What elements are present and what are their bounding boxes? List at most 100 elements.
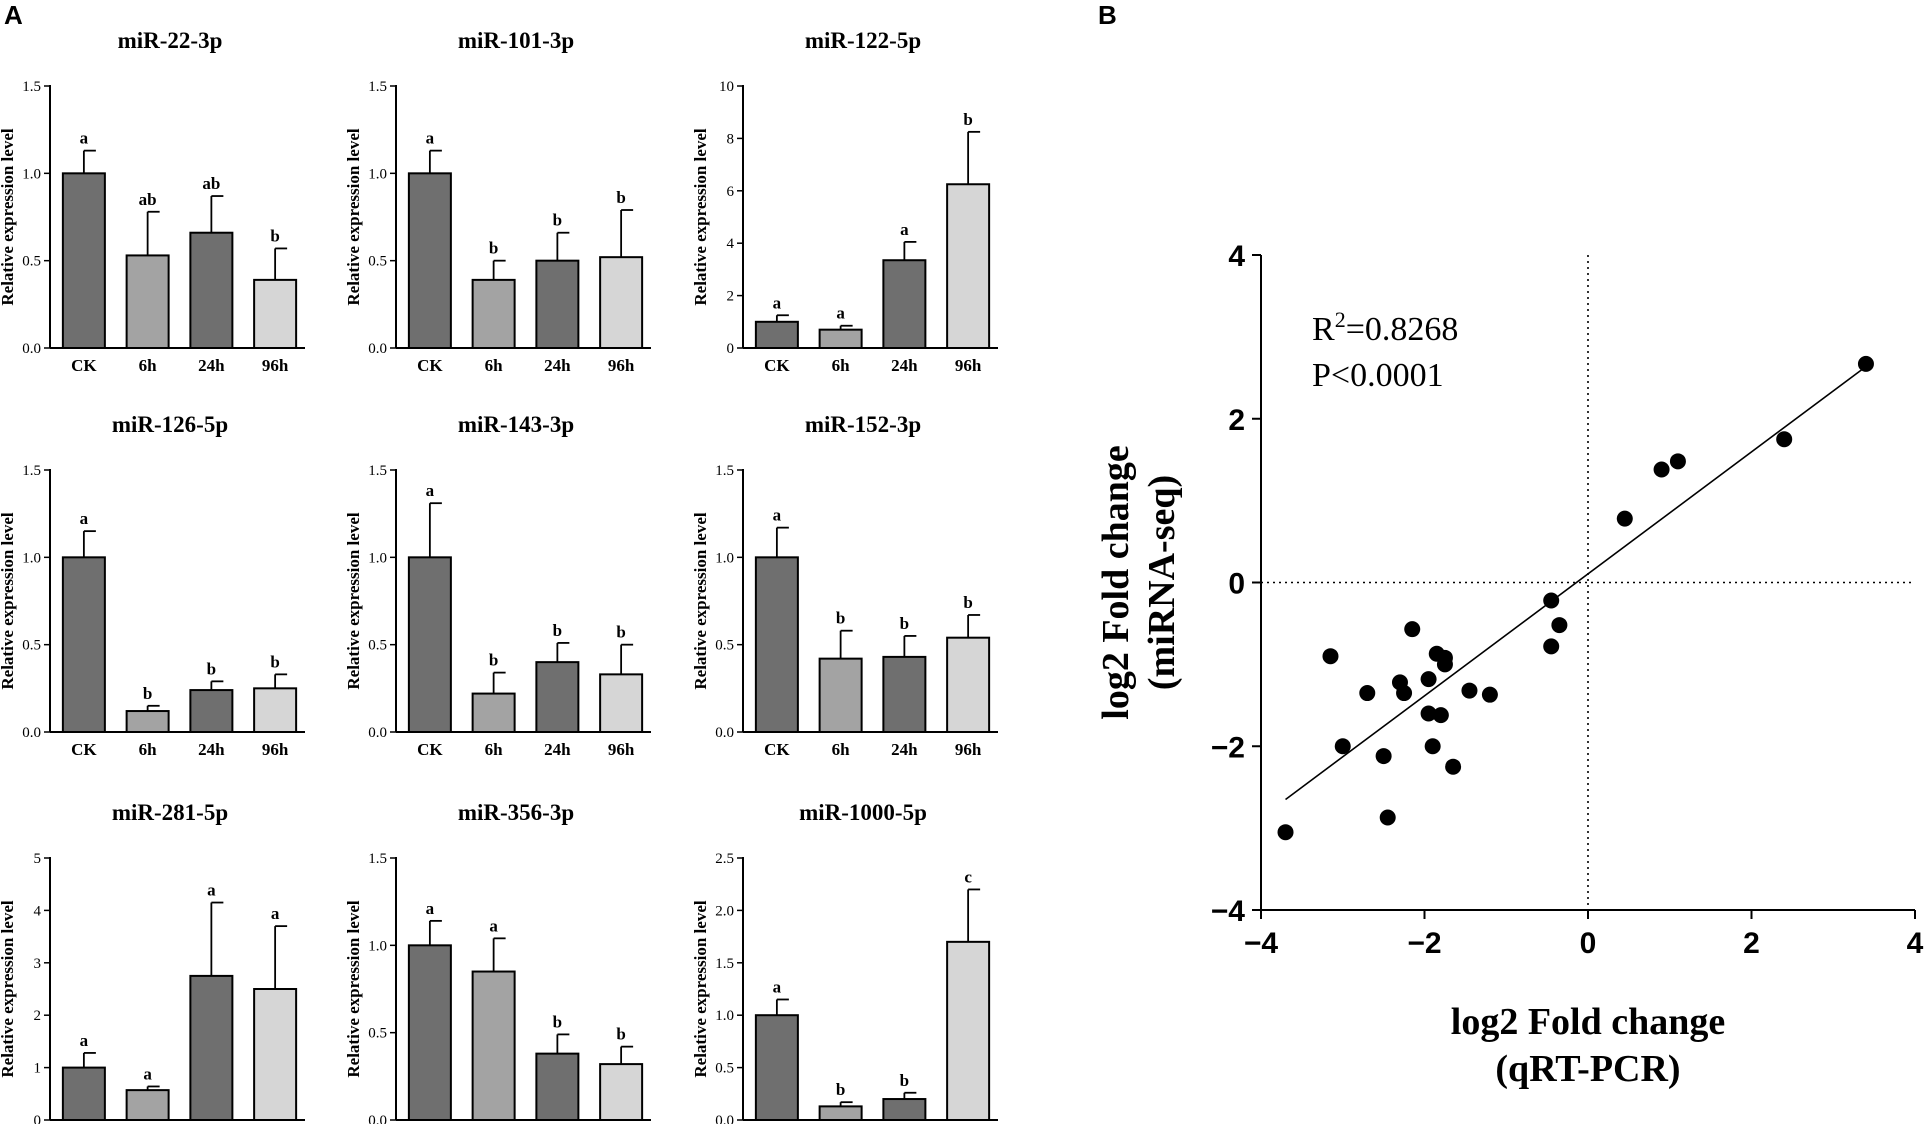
x-tick-label: 4 bbox=[1907, 927, 1924, 960]
bar-6h bbox=[471, 692, 516, 733]
significance-label: b bbox=[963, 110, 972, 129]
bar-96h bbox=[946, 183, 991, 349]
y-tick-label: 0.5 bbox=[368, 1026, 387, 1042]
bar-chart-mir-126-5p: miR-126-5p Relative expression level 0.0 0.… bbox=[0, 412, 305, 759]
bar-6h bbox=[471, 970, 516, 1121]
y-tick-label: 0.0 bbox=[715, 1113, 734, 1124]
bar-6h bbox=[125, 1089, 170, 1121]
bar-ck bbox=[61, 556, 106, 733]
bar-ck bbox=[754, 1014, 799, 1122]
bar-24h bbox=[535, 1052, 580, 1122]
category-label: 6h bbox=[832, 740, 851, 759]
bar-chart-mir-1000-5p: miR-1000-5p Relative expression level 0.0 0… bbox=[691, 800, 998, 1124]
significance-label: a bbox=[80, 129, 89, 148]
chart-title: miR-143-3p bbox=[458, 412, 574, 437]
bar-ck bbox=[407, 556, 452, 733]
significance-label: b bbox=[143, 684, 152, 703]
data-point bbox=[1543, 638, 1560, 655]
significance-label: b bbox=[616, 623, 625, 642]
y-tick-label: 0.0 bbox=[368, 725, 387, 741]
category-label: 96h bbox=[608, 740, 635, 759]
y-tick-label: 0.0 bbox=[22, 725, 41, 741]
y-tick-label: 0.0 bbox=[715, 725, 734, 741]
chart-title: miR-22-3p bbox=[118, 28, 223, 53]
category-label: 6h bbox=[832, 356, 851, 375]
y-axis-label: Relative expression level bbox=[0, 512, 17, 689]
significance-label: a bbox=[773, 506, 782, 525]
bar-chart-mir-22-3p: miR-22-3p Relative expression level 0.0 0.5… bbox=[0, 28, 305, 375]
significance-label: a bbox=[773, 293, 782, 312]
y-tick-label: 0.5 bbox=[368, 254, 387, 270]
y-axis-label: Relative expression level bbox=[691, 900, 710, 1077]
y-tick-label: 6 bbox=[727, 184, 735, 200]
data-point bbox=[1322, 648, 1339, 665]
y-tick-label: 8 bbox=[727, 131, 735, 147]
bar-24h bbox=[189, 231, 234, 349]
significance-label: a bbox=[271, 904, 280, 923]
bar-ck bbox=[754, 556, 799, 733]
category-label: CK bbox=[71, 740, 97, 759]
bar-24h bbox=[882, 259, 927, 350]
y-tick-label: −4 bbox=[1211, 895, 1246, 928]
y-axis-label-line1: log2 Fold change bbox=[1095, 445, 1137, 719]
y-axis-label: Relative expression level bbox=[691, 128, 710, 305]
bar-ck bbox=[61, 172, 106, 349]
data-point bbox=[1334, 738, 1351, 755]
data-point bbox=[1277, 824, 1294, 841]
x-tick-label: 0 bbox=[1580, 927, 1597, 960]
x-axis-label-line2: (qRT-PCR) bbox=[1495, 1048, 1680, 1090]
significance-label: a bbox=[143, 1064, 152, 1083]
category-label: 6h bbox=[139, 740, 158, 759]
y-tick-label: 1.5 bbox=[368, 851, 387, 867]
y-tick-label: 0.0 bbox=[368, 1113, 387, 1124]
category-label: 24h bbox=[198, 740, 225, 759]
bar-ck bbox=[754, 320, 799, 349]
x-tick-label: 2 bbox=[1743, 927, 1760, 960]
r2-value: =0.8268 bbox=[1346, 311, 1459, 348]
bar-96h bbox=[946, 940, 991, 1122]
bar-6h bbox=[471, 278, 516, 350]
y-axis-label: Relative expression level bbox=[0, 128, 17, 305]
y-tick-label: 0.5 bbox=[22, 638, 41, 654]
category-label: CK bbox=[417, 740, 443, 759]
bar-96h bbox=[253, 988, 298, 1121]
data-point bbox=[1420, 671, 1437, 688]
bar-6h bbox=[818, 328, 863, 350]
category-label: 6h bbox=[485, 356, 504, 375]
bar-24h bbox=[535, 259, 580, 349]
bar-chart-mir-143-3p: miR-143-3p Relative expression level 0.0 0.… bbox=[344, 412, 651, 759]
bar-charts: miR-22-3p Relative expression level 0.0 0.5… bbox=[0, 28, 998, 1124]
y-tick-label: 1.5 bbox=[368, 79, 387, 95]
bar-24h bbox=[189, 689, 234, 734]
chart-title: miR-356-3p bbox=[458, 800, 574, 825]
category-label: 24h bbox=[198, 356, 225, 375]
x-tick-label: −2 bbox=[1407, 927, 1441, 960]
category-label: 96h bbox=[262, 740, 289, 759]
y-tick-label: 1.0 bbox=[22, 166, 41, 182]
bar-6h bbox=[818, 1105, 863, 1121]
r-squared-annotation: R2=0.8268 bbox=[1312, 307, 1458, 348]
chart-title: miR-126-5p bbox=[112, 412, 228, 437]
bar-chart-mir-281-5p: miR-281-5p Relative expression level 0 1 2 3 4… bbox=[0, 800, 305, 1124]
chart-title: miR-281-5p bbox=[112, 800, 228, 825]
significance-label: a bbox=[426, 129, 435, 148]
y-tick-label: 1.5 bbox=[22, 463, 41, 479]
data-point bbox=[1461, 682, 1478, 699]
data-point bbox=[1653, 461, 1670, 478]
bar-chart-mir-122-5p: miR-122-5p Relative expression level 0 2 4 6 8… bbox=[691, 28, 998, 375]
x-tick-label: −4 bbox=[1244, 927, 1279, 960]
data-point bbox=[1432, 707, 1449, 724]
y-tick-label: 1.5 bbox=[715, 463, 734, 479]
chart-title: miR-1000-5p bbox=[799, 800, 927, 825]
data-point bbox=[1379, 809, 1396, 826]
y-tick-label: −2 bbox=[1211, 731, 1245, 764]
data-point bbox=[1359, 685, 1376, 702]
significance-label: a bbox=[426, 899, 435, 918]
significance-label: b bbox=[553, 211, 562, 230]
significance-label: ab bbox=[202, 174, 220, 193]
bar-24h bbox=[535, 661, 580, 734]
category-label: 96h bbox=[955, 740, 982, 759]
y-tick-label: 5 bbox=[34, 851, 42, 867]
significance-label: b bbox=[963, 593, 972, 612]
